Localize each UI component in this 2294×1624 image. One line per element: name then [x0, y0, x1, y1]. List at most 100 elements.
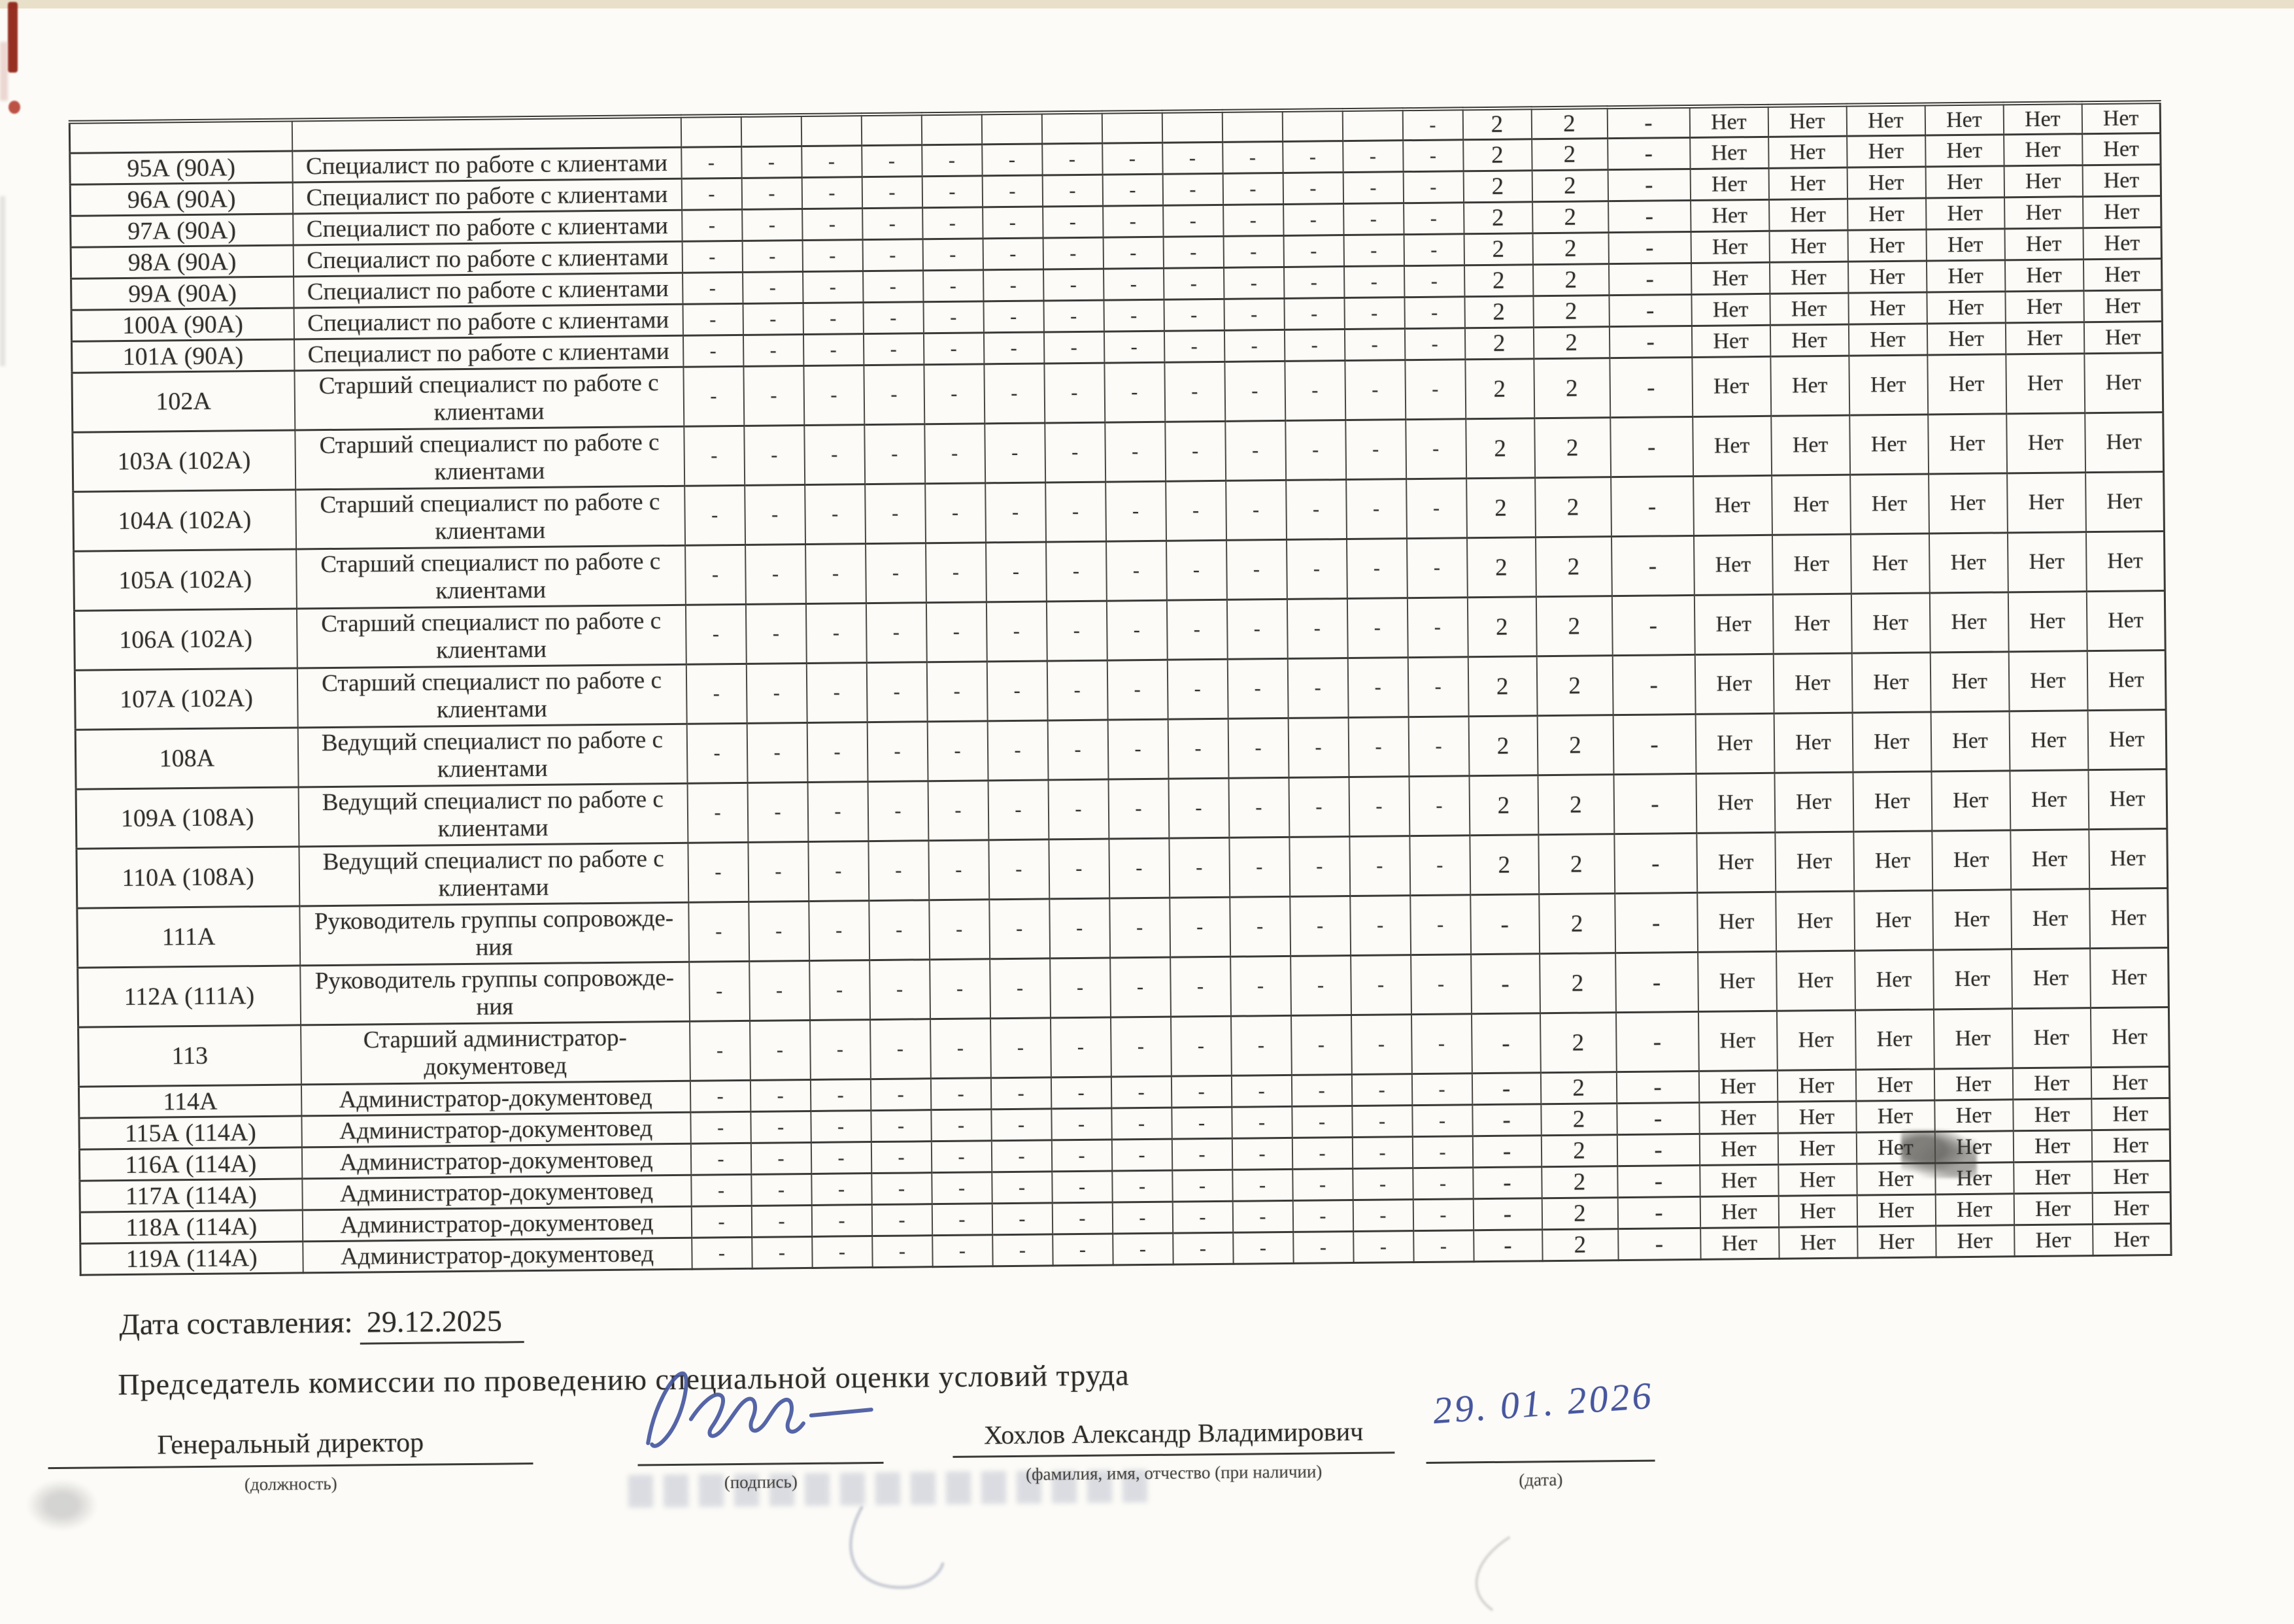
cell-workplace-number: 118А (114А) — [80, 1210, 303, 1244]
cell-benefit: Нет — [1769, 293, 1849, 326]
cell-final-class: 2 — [1537, 774, 1614, 835]
cell-job-title: Администратор-документовед — [301, 1175, 692, 1210]
cell-final-class: 2 — [1533, 326, 1610, 359]
cell-factor-class: - — [746, 663, 807, 724]
cell-final-class: 2 — [1541, 1166, 1618, 1198]
cell-benefit: Нет — [1700, 1227, 1780, 1260]
cell-benefit: Нет — [2010, 888, 2090, 949]
cell-factor-class: - — [870, 1078, 931, 1111]
cell-factor-class: - — [1291, 1074, 1352, 1107]
cell-job-title: Старший специалист по работе с клиентами — [294, 367, 684, 430]
cell-benefit: Нет — [1853, 830, 1932, 892]
cell-factor-class: - — [991, 1140, 1052, 1172]
scan-edge-strip — [0, 0, 2294, 8]
cell-factor-class: - — [683, 303, 743, 336]
cell-final-class: - — [1607, 106, 1690, 139]
cell-factor-class: - — [922, 301, 984, 333]
cell-factor-class: - — [1047, 720, 1109, 780]
job-title-line: Старший специалист по работе с — [319, 429, 660, 460]
cell-benefit: Нет — [2083, 321, 2163, 354]
job-title-line: клиентами — [434, 457, 545, 486]
cell-benefit: Нет — [1695, 713, 1774, 774]
cell-benefit: Нет — [1849, 414, 1929, 475]
cell-benefit: Нет — [2086, 590, 2166, 651]
cell-workplace-number: 109А (108А) — [76, 787, 299, 849]
cell-final-class: 2 — [1533, 358, 1610, 418]
job-title-line: Специалист по работе с клиентами — [307, 243, 669, 274]
cell-factor-class: - — [1232, 1200, 1293, 1233]
cell-final-class: 2 — [1537, 715, 1613, 775]
cell-job-title: Старший специалист по работе с клиентами — [297, 664, 687, 728]
cell-factor-class: - — [751, 1236, 813, 1269]
cell-factor-class: - — [869, 1019, 931, 1079]
cell-factor-class: - — [930, 1077, 991, 1110]
cell-benefit: Нет — [1770, 415, 1850, 476]
cell-factor-class: - — [1343, 297, 1405, 330]
cell-workplace-number: 114А — [78, 1084, 301, 1119]
cell-job-title: Администратор-документовед — [302, 1206, 692, 1242]
cell-benefit: Нет — [2085, 471, 2165, 532]
cell-job-title: Старший специалист по работе с клиентами — [294, 426, 684, 490]
cell-factor-class: - — [681, 209, 743, 242]
cell-benefit: Нет — [2010, 829, 2089, 890]
cell-factor-class: - — [983, 300, 1044, 333]
cell-factor-class: - — [691, 1206, 752, 1238]
cell-benefit: Нет — [1768, 136, 1847, 169]
cell-benefit: Нет — [1700, 1196, 1779, 1228]
cell-benefit: Нет — [1771, 475, 1851, 535]
cell-benefit: Нет — [2082, 102, 2161, 134]
cell-factor-class — [801, 114, 862, 146]
cell-benefit: Нет — [2012, 1067, 2091, 1100]
cell-benefit: Нет — [2006, 413, 2085, 473]
cell-factor-class: - — [807, 781, 868, 842]
red-ink-mark — [8, 2, 18, 73]
cell-factor-class: - — [1232, 1232, 1294, 1264]
cell-factor-class: - — [1404, 265, 1464, 297]
cell-factor-class: - — [747, 722, 808, 783]
cell-factor-class: - — [747, 782, 808, 843]
cell-benefit: Нет — [1851, 652, 1931, 713]
cell-benefit: Нет — [1698, 1070, 1778, 1103]
cell-benefit: Нет — [2003, 103, 2082, 135]
cell-factor-class: - — [1045, 482, 1106, 542]
cell-factor-class: - — [686, 664, 747, 724]
compilation-date-label: Дата составления: — [119, 1305, 353, 1342]
cell-workplace-number: 115А (114А) — [78, 1115, 302, 1150]
cell-factor-class: - — [1168, 719, 1229, 779]
cell-benefit: Нет — [2004, 290, 2084, 323]
cell-benefit: Нет — [2082, 164, 2161, 197]
cell-factor-class: - — [803, 365, 864, 426]
cell-factor-class: - — [1289, 777, 1349, 837]
cell-final-class: - — [1611, 535, 1695, 596]
cell-factor-class: - — [1047, 660, 1108, 720]
cell-factor-class: - — [862, 301, 924, 334]
cell-factor-class: - — [1103, 268, 1164, 301]
cell-factor-class: - — [862, 239, 923, 271]
cell-factor-class: - — [871, 1141, 932, 1174]
cell-benefit: Нет — [1699, 1164, 1779, 1197]
cell-factor-class: - — [804, 484, 866, 545]
cell-factor-class: - — [1351, 1074, 1412, 1106]
cell-factor-class: - — [741, 146, 802, 178]
cell-benefit: Нет — [2011, 948, 2091, 1009]
cell-final-class: - — [1473, 1198, 1542, 1230]
cell-factor-class: - — [922, 175, 983, 208]
cell-factor-class: - — [982, 175, 1043, 207]
cell-benefit: Нет — [1926, 260, 2005, 293]
cell-factor-class: - — [1172, 1138, 1232, 1171]
job-title-line: Руководитель группы сопровожде- — [314, 964, 675, 995]
cell-final-class: 2 — [1538, 834, 1615, 894]
cell-factor-class: - — [1289, 836, 1350, 897]
job-title-line: клиентами — [433, 398, 545, 426]
cell-benefit: Нет — [1774, 713, 1853, 773]
cell-factor-class: - — [1292, 1200, 1353, 1232]
cell-factor-class: - — [1347, 657, 1409, 718]
cell-factor-class: - — [1043, 331, 1104, 364]
cell-benefit: Нет — [1770, 356, 1849, 416]
cell-factor-class: - — [801, 145, 862, 178]
cell-factor-class: - — [1286, 539, 1347, 600]
cell-benefit: Нет — [2091, 1129, 2170, 1162]
cell-final-class: 2 — [1536, 596, 1613, 656]
cell-factor-class: - — [1048, 839, 1109, 899]
cell-job-title: Ведущий специалист по работе с клиентами — [298, 843, 688, 906]
